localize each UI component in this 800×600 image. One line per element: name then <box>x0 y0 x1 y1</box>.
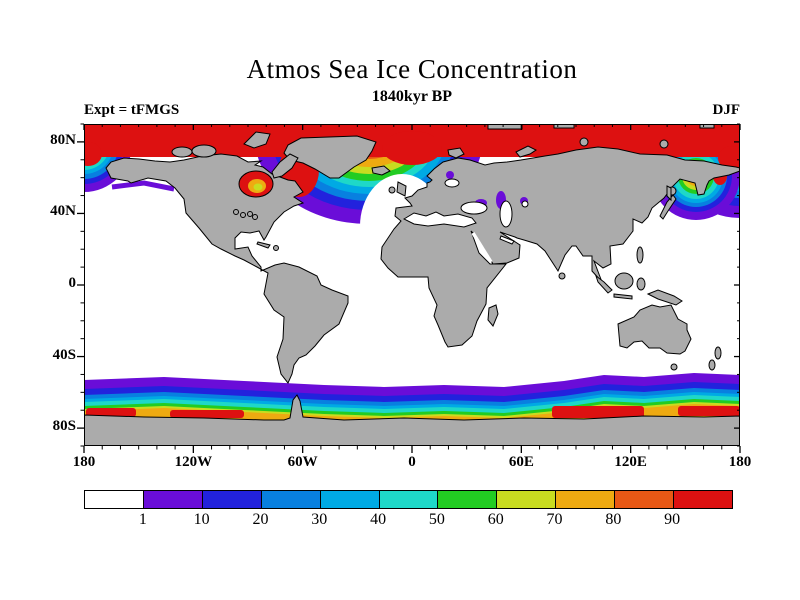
arctic-island-patch <box>553 124 575 129</box>
sakhalin <box>666 185 672 202</box>
persian-gulf <box>499 235 515 245</box>
experiment-label: Expt = tFMGS <box>84 102 180 118</box>
y-tick-label: 0 <box>68 275 77 291</box>
x-tick-label: 120E <box>614 454 647 470</box>
ellesmere-island <box>243 131 271 149</box>
y-tick-label: 80N <box>50 131 76 148</box>
colorbar-cell <box>555 491 615 508</box>
philippines <box>636 246 644 264</box>
colorbar-cell <box>201 491 261 508</box>
aral-sea <box>520 197 529 208</box>
sulawesi <box>636 277 646 291</box>
world-map <box>84 124 740 446</box>
colorbar-cell <box>142 491 202 508</box>
colorbar-tick-label: 90 <box>664 511 681 528</box>
tasmania <box>670 363 678 371</box>
colorbar-tick-label: 70 <box>546 511 563 528</box>
ireland <box>388 186 396 194</box>
colorbar-tick-label: 1 <box>138 511 147 528</box>
antarctic-high-concentration-patch <box>678 406 740 416</box>
new-zealand-north <box>714 346 722 360</box>
colorbar-cell <box>378 491 438 508</box>
iceland <box>371 165 391 176</box>
colorbar-tick-label: 50 <box>428 511 445 528</box>
sumatra <box>595 274 613 294</box>
victoria-island <box>191 144 217 158</box>
colorbar-tick-label: 10 <box>193 511 210 528</box>
greenland <box>283 135 377 179</box>
red-sea <box>471 232 493 263</box>
x-tick-label: 120W <box>174 454 213 470</box>
colorbar-cell <box>260 491 320 508</box>
svalbard <box>447 147 465 159</box>
colorbar-cell <box>437 491 497 508</box>
severnaya-zemlya <box>579 137 589 147</box>
alaska-coast-ice-fringe <box>111 180 175 192</box>
season-label: DJF <box>712 102 741 118</box>
australia <box>617 304 692 355</box>
new-zealand-south <box>708 359 716 371</box>
hispaniola <box>273 245 279 251</box>
inland-seas <box>233 170 529 263</box>
japan <box>659 194 677 220</box>
colorbar-tick-label: 30 <box>311 511 328 528</box>
new-siberian-islands <box>659 139 669 149</box>
black-sea <box>460 199 488 215</box>
colorbar-cell <box>319 491 379 508</box>
continents <box>84 124 740 446</box>
x-tick-label: 60E <box>508 454 534 470</box>
antarctica <box>84 394 740 446</box>
java <box>613 293 633 300</box>
colorbar-cell <box>614 491 674 508</box>
sri-lanka <box>558 272 566 280</box>
cuba <box>256 241 271 249</box>
madagascar <box>487 304 499 327</box>
colorbar-cell <box>496 491 556 508</box>
new-guinea <box>646 289 683 306</box>
x-tick-label: 60W <box>287 454 318 470</box>
colorbar-cell <box>85 491 143 508</box>
y-tick-label: 40N <box>50 203 76 220</box>
chart-title: Atmos Sea Ice Concentration <box>246 54 578 84</box>
x-tick-label: 180 <box>728 454 752 470</box>
baffin-island <box>271 153 299 179</box>
british-isles <box>396 181 407 197</box>
arctic-island-patch <box>699 124 715 129</box>
antarctic-high-concentration-patch <box>552 406 644 418</box>
y-tick-label: 80S <box>52 418 76 435</box>
colorbar-tick-label: 20 <box>252 511 269 528</box>
antarctic-high-concentration-patch <box>86 408 136 417</box>
caspian-sea <box>496 191 513 228</box>
borneo <box>614 272 634 290</box>
great-lakes <box>233 209 258 220</box>
colorbar-cell <box>673 491 732 508</box>
baltic-sea <box>444 171 460 188</box>
x-tick-label: 180 <box>72 454 96 470</box>
banks-island <box>171 146 193 158</box>
map-area <box>84 124 740 446</box>
afro-eurasia-landmass <box>380 146 740 348</box>
colorbar-tick-label: 60 <box>487 511 504 528</box>
norwegian-sea-ice-tongue <box>382 131 442 165</box>
x-tick-label: 0 <box>408 454 416 470</box>
colorbar-tick-label: 40 <box>370 511 387 528</box>
colorbar <box>84 490 733 509</box>
novaya-zemlya <box>515 145 537 158</box>
hudson-bay <box>238 170 274 198</box>
arctic-island-patch <box>487 124 523 130</box>
antarctic-high-concentration-patch <box>170 410 244 418</box>
americas-landmass <box>105 153 349 384</box>
colorbar-tick-label: 80 <box>605 511 622 528</box>
mediterranean-sea <box>402 211 477 228</box>
chart-subtitle: 1840kyr BP <box>371 88 453 105</box>
y-tick-label: 40S <box>52 346 76 363</box>
